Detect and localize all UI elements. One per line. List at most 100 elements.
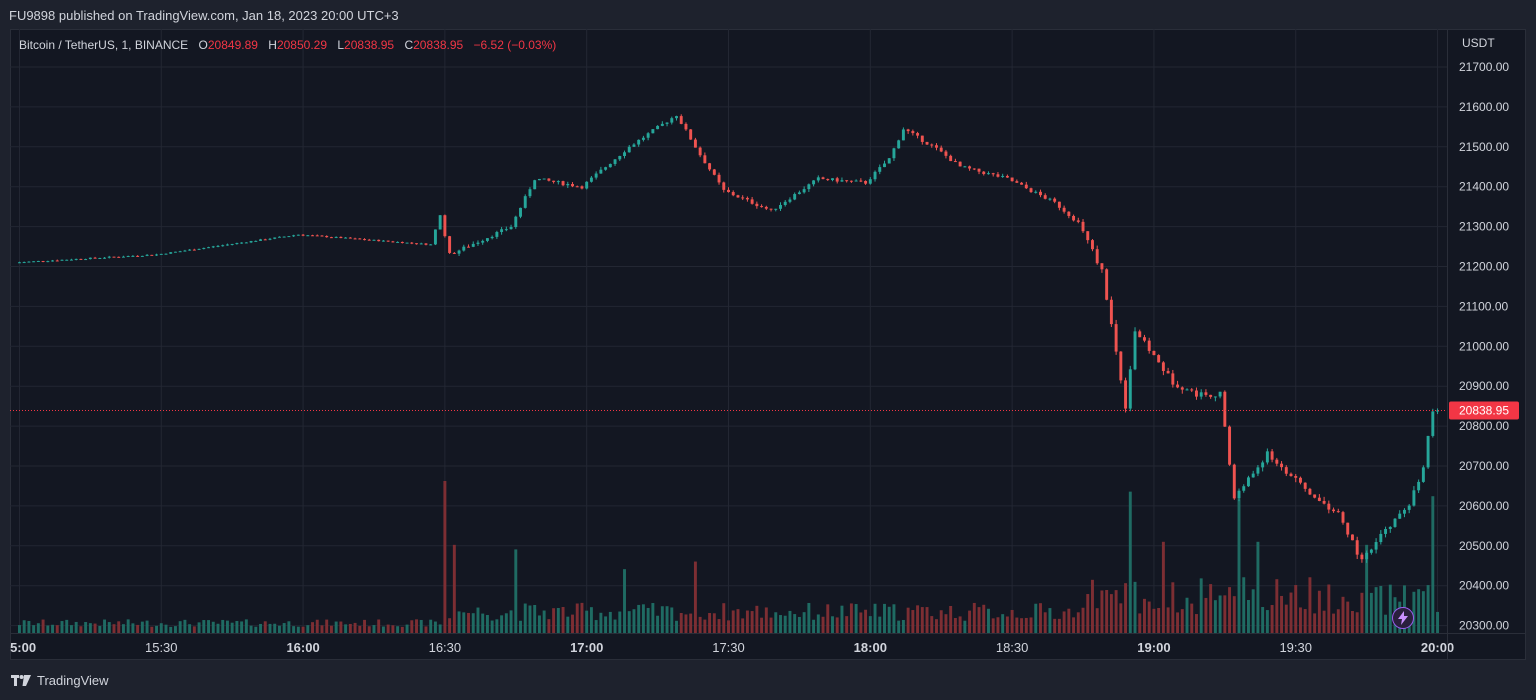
footer-brand[interactable]: TradingView (11, 673, 109, 688)
volume-bar (1171, 582, 1175, 633)
candle-body (972, 168, 976, 170)
price-chart[interactable]: 21700.00 21600.00 21500.00 21400.00 21300.00… (10, 29, 1526, 660)
volume-bar (556, 607, 560, 633)
price-tick-label: 21700.00 (1459, 60, 1509, 74)
candle-body (731, 192, 735, 196)
candle-body (1436, 410, 1440, 412)
volume-bar (207, 620, 210, 633)
candle-body (438, 215, 442, 230)
price-tick-label: 21600.00 (1459, 100, 1509, 114)
last-price-badge (1449, 401, 1519, 420)
volume-bar (542, 610, 546, 633)
time-tick-label: 16:00 (286, 640, 319, 655)
candle-body (575, 186, 579, 188)
candle-body (698, 147, 702, 156)
volume-bar (755, 605, 759, 633)
candle-body (552, 180, 556, 182)
volume-bar (126, 619, 130, 633)
volume-bar (150, 626, 154, 633)
currency-label[interactable]: USDT (1462, 36, 1495, 50)
volume-bar (1161, 541, 1165, 633)
volume-bar (1105, 590, 1109, 633)
volume-bar (60, 621, 64, 633)
candle-body (230, 243, 234, 245)
volume-bar (415, 619, 418, 633)
volume-bar (1421, 591, 1425, 633)
candle-body (1332, 509, 1336, 512)
candle-body (22, 262, 26, 264)
volume-bar (1360, 592, 1364, 633)
candle-body (240, 242, 244, 244)
candle-body (140, 255, 144, 257)
time-tick-label: 17:00 (570, 640, 603, 655)
volume-bar (1072, 617, 1076, 633)
candle-body (878, 167, 882, 172)
volume-bar (693, 561, 697, 633)
candle-body (1024, 184, 1028, 189)
price-tick-label: 20500.00 (1459, 539, 1509, 553)
volume-bar (698, 616, 702, 633)
candle-body (1138, 331, 1142, 338)
candle-body (916, 133, 920, 136)
volume-bar (377, 619, 381, 633)
candle-body (1072, 215, 1076, 221)
volume-bar (1284, 604, 1288, 633)
bolt-icon[interactable] (1392, 607, 1414, 629)
volume-bar (325, 619, 329, 633)
candle-body (1171, 373, 1175, 385)
candle-body (452, 252, 456, 254)
volume-bar (495, 619, 499, 633)
candle-body (906, 129, 910, 132)
candle-body (679, 116, 683, 124)
candle-body (311, 235, 314, 237)
time-tick-label: 18:00 (854, 640, 887, 655)
volume-bar (51, 624, 55, 633)
time-tick-label: 19:00 (1137, 640, 1170, 655)
volume-bar (93, 623, 97, 633)
candle-body (320, 235, 324, 237)
volume-bar (972, 602, 976, 633)
candle-body (722, 182, 726, 190)
volume-bar (1350, 610, 1354, 633)
volume-bar (604, 616, 608, 633)
candle-body (1412, 490, 1416, 506)
candle-body (329, 237, 333, 239)
symbol-title[interactable]: Bitcoin / TetherUS, 1, BINANCE (19, 38, 189, 52)
candle-body (920, 135, 924, 142)
volume-bar (760, 617, 764, 633)
volume-bar (121, 624, 125, 633)
candle-body (1010, 177, 1014, 182)
candle-body (188, 249, 192, 251)
candle-body (1180, 387, 1184, 390)
volume-bar (641, 604, 645, 633)
chart-pane[interactable] (10, 29, 1526, 660)
candle-body (840, 180, 844, 182)
candle-body (665, 122, 669, 124)
candle-body (1251, 473, 1255, 478)
volume-bar (188, 624, 192, 633)
volume-bar (381, 626, 385, 633)
candle-body (580, 186, 584, 189)
candle-body (637, 139, 641, 145)
volume-bar (854, 604, 858, 633)
candle-body (1284, 467, 1288, 474)
candle-body (1308, 488, 1312, 495)
price-tick-label: 20300.00 (1459, 619, 1509, 633)
volume-bar (585, 610, 589, 633)
volume-bar (296, 626, 300, 633)
volume-bar (1355, 612, 1359, 633)
candle-body (604, 167, 608, 170)
change-value: −6.52 (−0.03%) (473, 38, 557, 52)
volume-bar (1242, 577, 1246, 633)
candle-body (84, 259, 88, 261)
volume-bar (727, 620, 730, 633)
candle-body (831, 178, 834, 181)
candle-body (1119, 351, 1123, 381)
candle-body (788, 199, 792, 202)
candle-body (277, 236, 281, 238)
volume-bar (117, 621, 121, 633)
volume-bar (996, 617, 1000, 633)
candle-body (887, 158, 891, 164)
volume-bar (849, 603, 853, 633)
candle-body (613, 159, 617, 164)
